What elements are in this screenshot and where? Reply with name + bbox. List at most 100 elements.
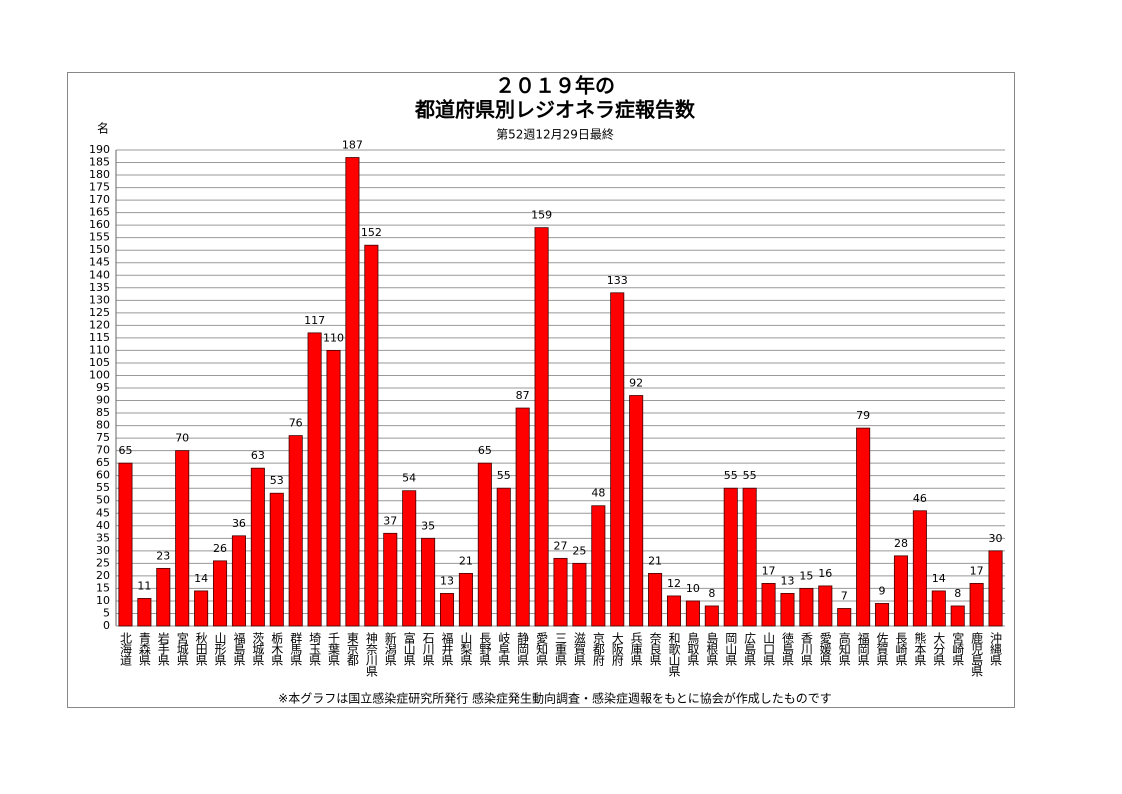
value-label: 28 bbox=[894, 537, 908, 550]
y-tick-label: 180 bbox=[89, 168, 110, 181]
value-label: 63 bbox=[251, 449, 265, 462]
footnote: ※本グラフは国立感染症研究所発行 感染症発生動向調査・感染症週報をもとに協会が作… bbox=[278, 691, 832, 706]
bar bbox=[950, 605, 965, 627]
bar bbox=[912, 510, 927, 627]
bar bbox=[969, 583, 984, 627]
bar bbox=[534, 227, 549, 627]
x-tick-label: 愛媛県 bbox=[818, 632, 832, 666]
y-tick-label: 60 bbox=[96, 469, 110, 482]
x-tick-label: 千葉県 bbox=[327, 632, 341, 666]
x-tick-label: 大分県 bbox=[932, 632, 946, 666]
bar bbox=[666, 595, 682, 627]
y-tick-label: 80 bbox=[96, 419, 110, 432]
chart-title: ２０１９年の bbox=[495, 74, 615, 98]
bar bbox=[837, 608, 852, 627]
x-tick-label: 富山県 bbox=[402, 631, 416, 666]
bar bbox=[893, 555, 908, 627]
x-tick-label: 愛知県 bbox=[535, 632, 549, 666]
bar bbox=[818, 585, 833, 627]
value-label: 12 bbox=[667, 577, 681, 590]
x-tick-label: 青森県 bbox=[137, 632, 151, 666]
y-tick-label: 45 bbox=[96, 506, 110, 519]
y-tick-label: 75 bbox=[96, 431, 110, 444]
bar bbox=[648, 572, 663, 627]
x-tick-label: 高知県 bbox=[837, 631, 851, 666]
bar bbox=[685, 600, 700, 627]
value-label: 7 bbox=[841, 589, 848, 602]
value-label: 55 bbox=[724, 469, 738, 482]
y-tick-label: 55 bbox=[96, 481, 110, 494]
value-label: 27 bbox=[554, 539, 568, 552]
bar bbox=[345, 157, 360, 627]
bar bbox=[402, 490, 417, 627]
bar bbox=[856, 427, 871, 627]
y-tick-label: 35 bbox=[96, 531, 110, 544]
value-label: 23 bbox=[156, 549, 170, 562]
x-tick-label: 京都府 bbox=[591, 632, 605, 666]
y-tick-label: 70 bbox=[96, 444, 110, 457]
value-label: 13 bbox=[780, 574, 794, 587]
x-tick-label: 福井県 bbox=[440, 631, 454, 666]
y-tick-label: 105 bbox=[89, 356, 110, 369]
y-tick-label: 100 bbox=[89, 368, 110, 381]
x-tick-label: 福島県 bbox=[232, 631, 246, 666]
bar bbox=[118, 462, 133, 627]
value-label: 70 bbox=[175, 432, 189, 445]
value-label: 21 bbox=[648, 554, 662, 567]
value-label: 25 bbox=[572, 544, 586, 557]
x-tick-label: 石川県 bbox=[421, 632, 435, 666]
bar bbox=[515, 407, 530, 627]
y-tick-label: 50 bbox=[96, 494, 110, 507]
value-label: 30 bbox=[989, 532, 1003, 545]
bar bbox=[458, 572, 473, 627]
value-label: 37 bbox=[383, 514, 397, 527]
x-tick-label: 兵庫県 bbox=[629, 632, 643, 666]
x-tick-label: 熊本県 bbox=[913, 631, 927, 666]
x-tick-label: 岩手県 bbox=[156, 631, 170, 666]
bar bbox=[591, 505, 606, 627]
x-tick-label: 埼玉県 bbox=[308, 632, 322, 666]
value-label: 53 bbox=[270, 474, 284, 487]
value-label: 110 bbox=[323, 331, 344, 344]
x-tick-label: 茨城県 bbox=[251, 632, 265, 666]
bar bbox=[421, 537, 436, 627]
y-tick-label: 130 bbox=[89, 293, 110, 306]
bar bbox=[231, 535, 246, 627]
bar bbox=[799, 588, 814, 627]
x-tick-label: 広島県 bbox=[743, 632, 757, 666]
y-tick-label: 65 bbox=[96, 456, 110, 469]
value-label: 159 bbox=[531, 209, 552, 222]
bar bbox=[761, 583, 776, 627]
value-label: 117 bbox=[304, 314, 325, 327]
value-label: 152 bbox=[361, 226, 382, 239]
y-tick-label: 120 bbox=[89, 318, 110, 331]
bar bbox=[137, 598, 152, 627]
bar bbox=[213, 560, 228, 627]
x-tick-label: 奈良県 bbox=[648, 632, 662, 666]
y-tick-label: 10 bbox=[96, 594, 110, 607]
chart-frame bbox=[67, 72, 1015, 708]
y-tick-label: 125 bbox=[89, 306, 110, 319]
bar bbox=[269, 492, 284, 627]
bar bbox=[439, 593, 455, 627]
value-label: 11 bbox=[137, 579, 151, 592]
x-tick-label: 神奈川県 bbox=[364, 632, 378, 677]
value-label: 14 bbox=[932, 572, 946, 585]
y-tick-label: 155 bbox=[89, 231, 110, 244]
value-label: 14 bbox=[194, 572, 208, 585]
value-label: 9 bbox=[879, 584, 886, 597]
value-label: 35 bbox=[421, 519, 435, 532]
chart-subtitle: 第52週12月29日最終 bbox=[496, 127, 614, 142]
x-tick-label: 沖縄県 bbox=[989, 632, 1003, 666]
bar bbox=[194, 590, 209, 627]
bar bbox=[742, 487, 757, 627]
y-axis-label: 名 bbox=[97, 121, 109, 136]
y-tick-label: 20 bbox=[96, 569, 110, 582]
x-tick-label: 三重県 bbox=[554, 632, 568, 666]
value-label: 17 bbox=[762, 564, 776, 577]
x-tick-label: 長崎県 bbox=[894, 632, 908, 666]
x-tick-label: 滋賀県 bbox=[572, 632, 586, 666]
x-tick-label: 和歌山県 bbox=[667, 632, 681, 677]
y-tick-label: 145 bbox=[89, 256, 110, 269]
